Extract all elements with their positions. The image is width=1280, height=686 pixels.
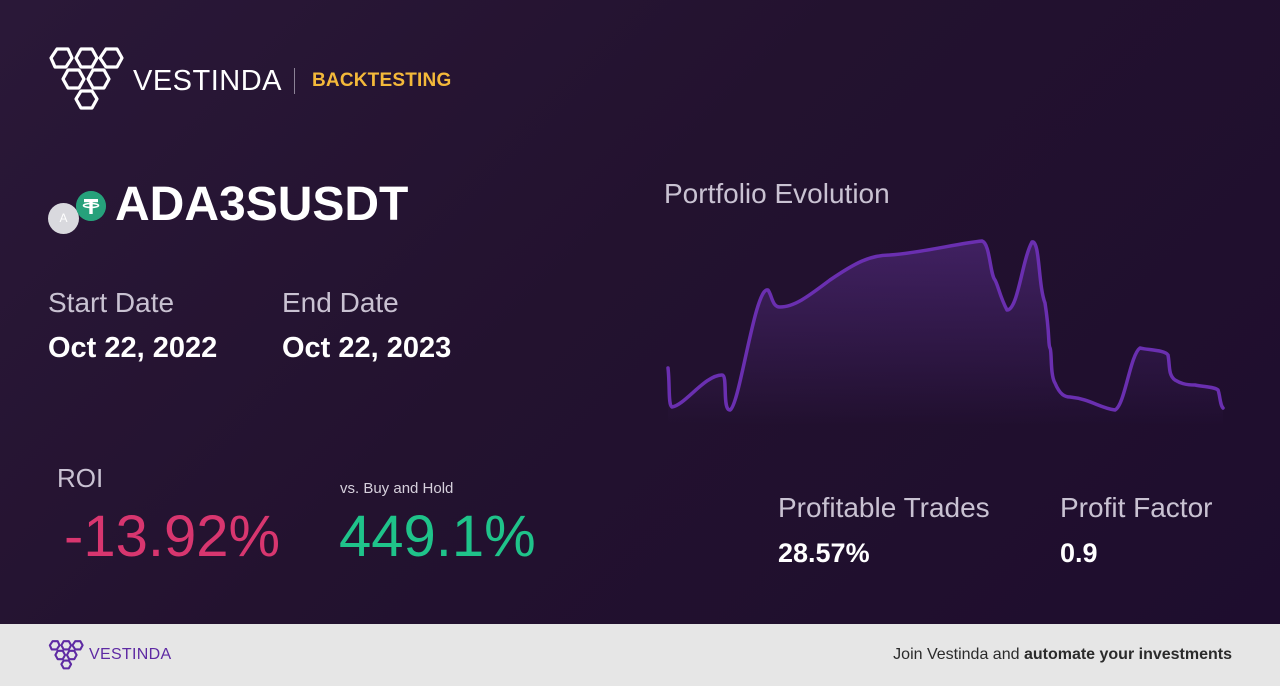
start-date-label: Start Date (48, 287, 175, 318)
footer-cta[interactable]: Join Vestinda and automate your investme… (893, 646, 1232, 664)
section-label: BACKTESTING (312, 70, 452, 91)
footer-brand: VESTINDA (89, 646, 172, 663)
start-date-value: Oct 22, 2022 (48, 332, 218, 364)
roi-label: ROI (57, 463, 104, 493)
end-date-label: End Date (282, 287, 399, 318)
buy-hold-value: 449.1% (339, 504, 536, 569)
chart-title: Portfolio Evolution (664, 178, 890, 209)
portfolio-area (668, 241, 1223, 425)
portfolio-chart (666, 239, 1225, 425)
profit-factor-label: Profit Factor (1060, 492, 1213, 523)
portfolio-line (666, 239, 1225, 412)
vestinda-logo-icon (49, 47, 124, 110)
brand-divider (294, 68, 295, 94)
brand-name: VESTINDA (133, 65, 283, 97)
footer-cta-bold[interactable]: automate your investments (1023, 646, 1232, 663)
profit-factor-value: 0.9 (1060, 538, 1098, 568)
cardano-coin-icon: A (48, 203, 79, 234)
asset-symbol: ADA3SUSDT (115, 178, 409, 231)
buy-hold-label: vs. Buy and Hold (340, 480, 454, 497)
tether-coin-icon (76, 191, 106, 221)
end-date-value: Oct 22, 2023 (282, 332, 452, 364)
vestinda-footer-logo-icon (48, 640, 84, 670)
footer: VESTINDA Join Vestinda and automate your… (0, 624, 1280, 686)
backtest-card: VESTINDA BACKTESTING A ADA3SUSDT Start D… (0, 0, 1280, 624)
footer-cta-prefix: Join Vestinda and (893, 646, 1024, 663)
roi-value: -13.92% (64, 504, 281, 569)
profitable-trades-label: Profitable Trades (778, 492, 990, 523)
profitable-trades-value: 28.57% (778, 538, 870, 568)
